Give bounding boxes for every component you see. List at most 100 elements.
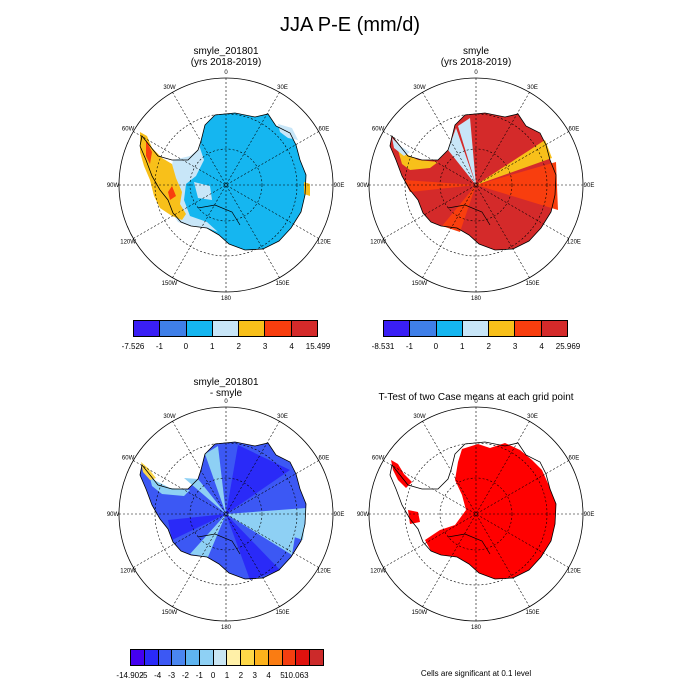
lon-label-2-3: 90E	[584, 183, 595, 189]
colorbar-3-labels: -14.902 -5 -4 -3 -2 -1 0 1 2 3 4 5 10.063	[116, 671, 324, 683]
lon-label-2-7: 150W	[412, 281, 428, 287]
panel1-title-line1: smyle_201801	[193, 46, 259, 57]
p3-sector-dark-w	[168, 514, 226, 540]
colorbar-2-label-5: 3	[512, 342, 518, 351]
colorbar-2: -8.531 -1 0 1 2 3 4 25.969	[372, 320, 580, 354]
colorbar-1-label-7: 15.499	[305, 342, 331, 351]
colorbar-2-label-0: -8.531	[371, 342, 395, 351]
colorbar-3-swatch-3	[172, 650, 187, 665]
p2-peninsula-yellow	[398, 150, 438, 170]
lon-label-4-5: 150E	[525, 610, 539, 616]
colorbar-2-label-7: 25.969	[555, 342, 581, 351]
colorbar-3-swatch-12	[296, 650, 311, 665]
lon-label-1-1: 30E	[277, 85, 288, 91]
panel4-title-line1: T-Test of two Case means at each grid po…	[378, 392, 574, 403]
lon-label-4-10: 60W	[372, 456, 385, 462]
colorbar-3-swatch-4	[186, 650, 200, 665]
p2-sector-light-n2	[448, 128, 476, 185]
colorbar-2-swatch-5	[515, 321, 542, 336]
p4-significant-cells	[425, 443, 556, 579]
p3-coast	[139, 441, 307, 580]
colorbar-1-labels: -7.526 -1 0 1 2 3 4 15.499	[122, 342, 331, 354]
p3-sector-dark-s	[226, 514, 280, 580]
lon-label-3-8: 120W	[120, 569, 136, 575]
colorbar-3-label-1: -5	[140, 671, 148, 680]
colorbar-3-swatch-5	[199, 650, 214, 665]
panel2-title: smyle (yrs 2018-2019)	[376, 46, 576, 68]
colorbar-1-swatch-3	[212, 321, 240, 336]
lon-label-1-3: 90E	[334, 183, 345, 189]
p4-significant-cells-2	[391, 460, 412, 488]
colorbar-3-label-11: 5	[280, 671, 285, 680]
p2-sector-orange-s	[442, 185, 476, 232]
map-panel-3	[118, 406, 334, 622]
colorbar-1-label-2: 0	[183, 342, 189, 351]
lon-label-2-8: 120W	[370, 240, 386, 246]
colorbar-1-label-5: 3	[262, 342, 268, 351]
colorbar-3-swatch-11	[282, 650, 297, 665]
colorbar-3-label-4: -2	[181, 671, 189, 680]
lon-label-2-9: 90W	[357, 183, 370, 189]
lon-label-4-11: 30W	[413, 414, 426, 420]
panel1-title-line2: (yrs 2018-2019)	[190, 57, 262, 68]
lon-label-1-6: 180	[221, 296, 232, 302]
panel3-title-line1: smyle_201801	[193, 377, 259, 388]
lon-label-2-11: 30W	[413, 85, 426, 91]
colorbar-3-swatches	[130, 649, 324, 666]
colorbar-3-swatch-9	[255, 650, 269, 665]
colorbar-3: -14.902 -5 -4 -3 -2 -1 0 1 2 3 4 5 10.063	[116, 649, 324, 683]
lon-label-1-0: 0	[224, 70, 228, 76]
lon-label-2-1: 30E	[527, 85, 538, 91]
p2-coast	[389, 112, 557, 251]
lon-label-2-0: 0	[474, 70, 478, 76]
panel2-title-line1: smyle	[462, 46, 490, 57]
colorbar-2-swatch-2	[436, 321, 463, 336]
lon-label-4-8: 120W	[370, 569, 386, 575]
colorbar-1-label-6: 4	[289, 342, 294, 351]
p1-boundary	[118, 77, 334, 293]
colorbar-3-label-8: 2	[238, 671, 244, 680]
lon-label-1-5: 150E	[275, 281, 289, 287]
panel2-title-line2: (yrs 2018-2019)	[440, 57, 512, 68]
colorbar-3-swatch-8	[241, 650, 256, 665]
colorbar-3-label-5: -1	[195, 671, 203, 680]
lon-label-3-2: 60E	[319, 456, 330, 462]
colorbar-2-swatch-6	[541, 321, 567, 336]
colorbar-3-swatch-6	[213, 650, 228, 665]
lon-label-4-4: 120E	[567, 569, 581, 575]
p1-coast	[139, 112, 307, 251]
longitude-labels: 0 30E 60E 90E 120E 150E 180 150W 120W 90W 60W 30W 0 3…	[107, 70, 595, 631]
p3-sector-light-se	[226, 514, 296, 555]
colorbar-2-swatches	[383, 320, 568, 337]
panel3-title: smyle_201801 - smyle	[126, 377, 326, 399]
colorbar-1-swatch-1	[160, 321, 187, 336]
p1-shelf-line	[197, 204, 241, 226]
map-panel-2	[368, 77, 584, 293]
significance-note: Cells are significant at 0.1 level	[420, 669, 532, 678]
colorbar-1-label-4: 2	[236, 342, 241, 351]
p1-ice-main	[173, 113, 306, 250]
lon-label-3-7: 150W	[162, 610, 178, 616]
p3-sector-dark-ne	[226, 445, 290, 514]
p3-shelf-line	[197, 533, 241, 555]
colorbar-3-label-9: 3	[252, 671, 257, 680]
p2-graticule	[369, 78, 583, 292]
p2-sector-orange-w	[404, 180, 476, 192]
colorbar-2-swatch-1	[410, 321, 437, 336]
lon-label-3-10: 60W	[122, 456, 135, 462]
lon-label-1-9: 90W	[107, 183, 120, 189]
lon-label-1-4: 120E	[317, 240, 331, 246]
p2-ice-main	[390, 113, 556, 250]
lon-label-1-7: 150W	[162, 281, 178, 287]
colorbar-2-label-3: 1	[460, 342, 465, 351]
colorbar-2-label-2: 0	[433, 342, 439, 351]
p3-peninsula-yellow	[141, 462, 156, 480]
colorbar-2-label-4: 2	[486, 342, 491, 351]
colorbar-3-label-6: 0	[210, 671, 216, 680]
p4-boundary	[368, 406, 584, 622]
lon-label-4-9: 90W	[357, 512, 370, 518]
map-panel-1	[118, 77, 334, 293]
lon-label-3-9: 90W	[107, 512, 120, 518]
lon-label-2-5: 150E	[525, 281, 539, 287]
